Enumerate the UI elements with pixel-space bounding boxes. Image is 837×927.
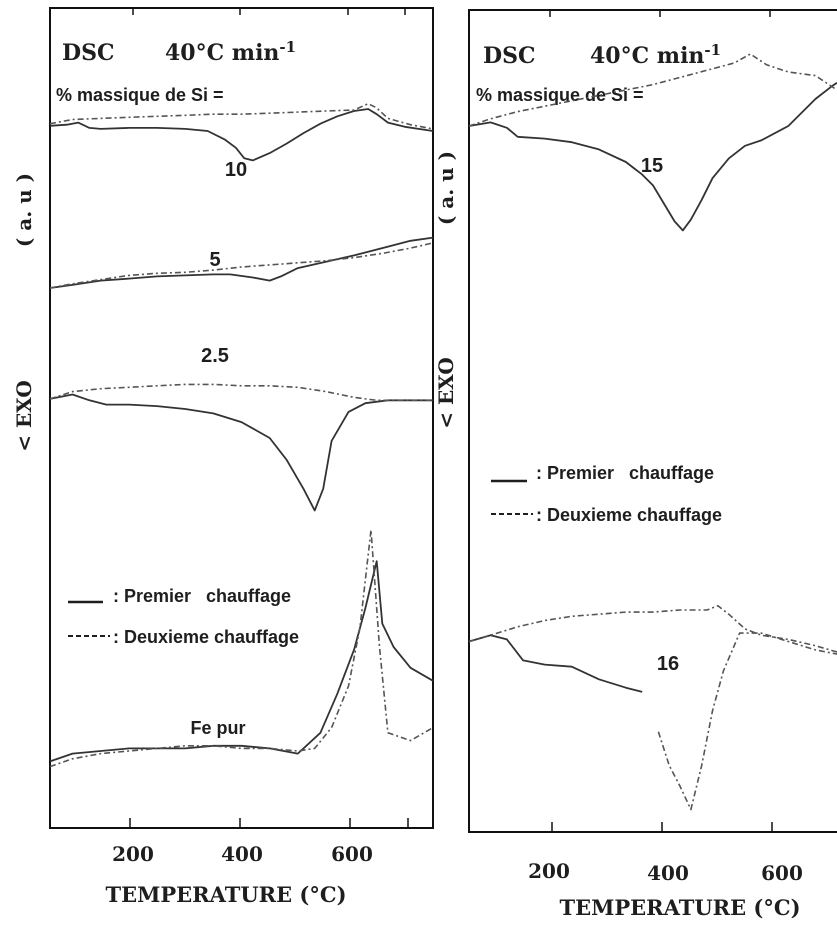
left-xtick-400: 400 [221, 842, 263, 866]
left-curves [49, 102, 434, 768]
right-curve-label-16: 16 [657, 653, 679, 675]
right-ylabel-exo: < EXO [434, 357, 458, 429]
left-curve-label-fe-pur: Fe pur [190, 718, 245, 738]
left-xtick-600: 600 [331, 842, 373, 866]
left-rate: 40°C min-1 [165, 38, 296, 66]
right-top-ticks [549, 10, 771, 17]
right-composition-label: % massique de Si = [476, 85, 644, 105]
right-curve-16-dashed-1 [657, 632, 837, 811]
right-xlabel: TEMPERATURE (°C) [559, 895, 800, 920]
left-xlabel: TEMPERATURE (°C) [105, 882, 346, 907]
left-method: DSC [62, 40, 114, 66]
left-rate-exp: -1 [279, 38, 296, 56]
right-method: DSC [483, 43, 535, 69]
left-curve-fe-pur-dashed-1 [49, 529, 434, 768]
left-ylabel-exo: < EXO [12, 380, 36, 452]
left-top-ticks [132, 8, 406, 15]
right-ylabel-units: ( a. u ) [434, 151, 458, 225]
left-curve-10-dashed-1 [49, 102, 434, 130]
right-curve-16-dashed-2 [468, 605, 837, 653]
right-rate-exp: -1 [704, 41, 721, 59]
right-curve-15-solid-0 [468, 82, 837, 232]
left-panel: DSC 40°C min-1 % massique de Si = ( a. u… [12, 7, 434, 907]
right-curve-label-15: 15 [641, 155, 663, 177]
right-legend-solid-label: : Premier chauffage [536, 463, 714, 483]
left-curve-2.5-solid-0 [49, 393, 433, 512]
left-curve-5-solid-0 [49, 236, 434, 289]
left-legend-solid-label: : Premier chauffage [113, 586, 291, 606]
right-plot-frame [468, 9, 837, 833]
left-curve-label-10: 10 [225, 159, 247, 181]
right-xtick-200: 200 [528, 859, 570, 883]
left-ylabel-units: ( a. u ) [12, 173, 36, 247]
left-curve-label-2.5: 2.5 [201, 345, 229, 367]
right-rate: 40°C min-1 [590, 41, 721, 69]
left-composition-label: % massique de Si = [56, 85, 224, 105]
right-legend-dashed-label: : Deuxieme chauffage [536, 505, 722, 525]
left-curve-fe-pur-solid-0 [49, 560, 434, 763]
left-curve-10-solid-0 [49, 108, 434, 162]
right-bottom-ticks [551, 822, 773, 832]
left-legend-dashed-label: : Deuxieme chauffage [113, 627, 299, 647]
right-legend: : Premier chauffage : Deuxieme chauffage [491, 463, 722, 525]
right-panel: DSC 40°C min-1 % massique de Si = ( a. u… [434, 9, 837, 920]
left-curve-2.5-dashed-1 [49, 383, 433, 402]
right-xtick-400: 400 [647, 861, 689, 885]
left-curve-label-5: 5 [209, 249, 220, 271]
left-legend: : Premier chauffage : Deuxieme chauffage [68, 586, 299, 647]
left-curve-5-dashed-1 [49, 242, 434, 289]
right-rate-value: 40°C min [590, 43, 704, 69]
right-curve-15-dashed-1 [468, 53, 837, 127]
left-xtick-200: 200 [112, 842, 154, 866]
right-curve-16-solid-0 [468, 634, 643, 693]
right-curves [468, 53, 837, 811]
right-xtick-600: 600 [761, 861, 803, 885]
left-rate-value: 40°C min [165, 40, 279, 66]
left-plot-frame [49, 7, 434, 829]
left-bottom-ticks [129, 818, 409, 828]
